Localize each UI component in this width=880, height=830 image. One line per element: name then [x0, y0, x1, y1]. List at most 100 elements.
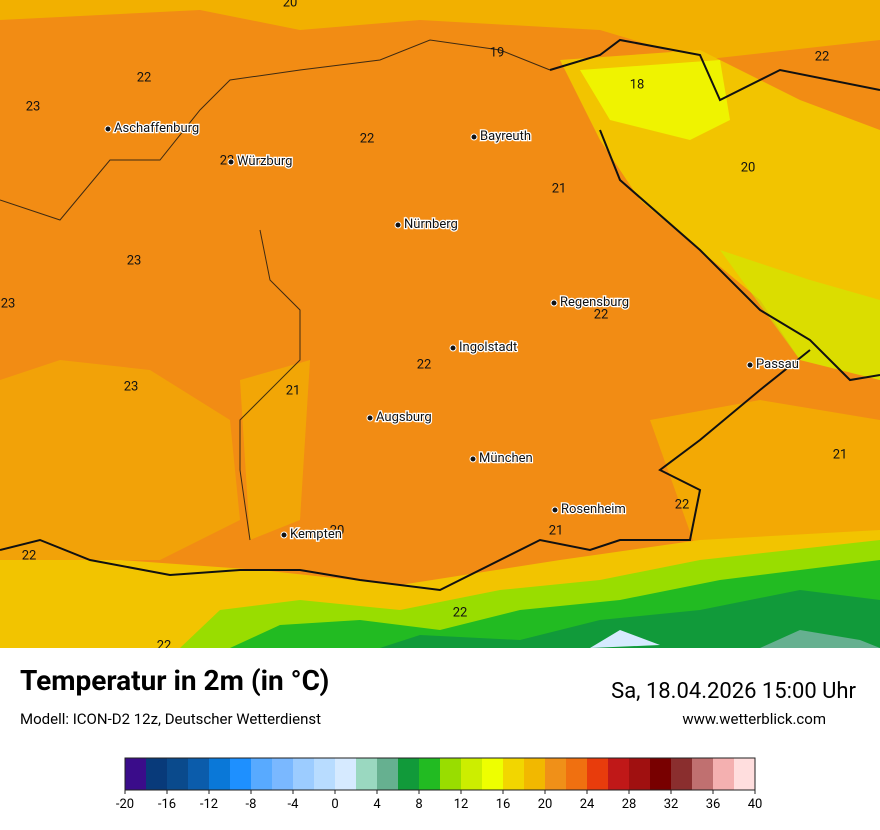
city-label: Kempten: [290, 527, 342, 542]
temperature-label: 18: [630, 77, 645, 92]
city-dot: [366, 414, 374, 422]
colorbar-tick-label: -8: [246, 797, 257, 812]
colorbar-tick-label: 40: [748, 797, 763, 812]
temperature-label: 20: [741, 160, 756, 175]
temperature-label: 20: [330, 523, 345, 538]
city-dot: [104, 125, 112, 133]
colorbar: -20 -16 -12 -8 -4 0 4 8 12 16 20 24 28 32 36 40: [116, 757, 763, 812]
temperature-label: 22: [417, 357, 432, 372]
city-label: Rosenheim: [561, 502, 626, 517]
city-labels: Aschaffenburg Würzburg Bayreuth Nürnberg Reg…: [104, 120, 800, 543]
city-dot: [280, 531, 288, 539]
colorbar-tick-label: 28: [622, 797, 637, 812]
colorbar-bin: [671, 758, 692, 790]
colorbar-tick-label: 0: [331, 797, 338, 812]
colorbar-tick-label: 16: [496, 797, 511, 812]
temperature-label: 21: [286, 383, 301, 398]
colorbar-bin: [650, 758, 671, 790]
city-label: Ingolstadt: [459, 340, 517, 355]
temperature-label: 21: [549, 523, 564, 538]
city-label: München: [479, 451, 533, 466]
temperature-label: 23: [1, 296, 16, 311]
city-dot: [551, 506, 559, 514]
colorbar-bin: [608, 758, 629, 790]
colorbar-tick-label: -20: [116, 797, 134, 812]
colorbar-bin: [272, 758, 293, 790]
colorbar-tick-label: 8: [415, 797, 422, 812]
colorbar-bin: [461, 758, 482, 790]
temperature-label: 22: [137, 70, 152, 85]
city-label: Regensburg: [560, 295, 629, 310]
city-label: Bayreuth: [480, 129, 531, 144]
city-label: Aschaffenburg: [114, 121, 199, 136]
temperature-label: 22: [453, 605, 468, 620]
colorbar-bin: [356, 758, 377, 790]
colorbar-bin: [125, 758, 146, 790]
colorbar-tick-label: 12: [454, 797, 469, 812]
datetime: Sa, 18.04.2026 15:00 Uhr: [611, 679, 856, 704]
colorbar-bin: [587, 758, 608, 790]
temperature-label: 22: [360, 131, 375, 146]
colorbar-bin: [713, 758, 734, 790]
colorbar-bin: [629, 758, 650, 790]
temperature-label: 22: [675, 497, 690, 512]
temperature-label: 20: [283, 0, 298, 10]
colorbar-bin: [377, 758, 398, 790]
footer: [0, 648, 880, 830]
colorbar-bin: [503, 758, 524, 790]
temperature-label: 22: [815, 49, 830, 64]
city-label: Würzburg: [237, 154, 293, 169]
temperature-label: 23: [124, 379, 139, 394]
colorbar-bin: [335, 758, 356, 790]
colorbar-bin: [230, 758, 251, 790]
borders: [0, 38, 880, 592]
city-dot: [449, 344, 457, 352]
city-dot: [227, 158, 235, 166]
colorbar-bin: [167, 758, 188, 790]
city-label: Passau: [756, 357, 799, 372]
colorbar-bin: [734, 758, 755, 790]
colorbar-bin: [524, 758, 545, 790]
temperature-label: 22: [22, 548, 37, 563]
title: Temperatur in 2m (in °C): [20, 664, 329, 697]
colorbar-tick-label: 24: [580, 797, 595, 812]
colorbar-tick-label: 36: [706, 797, 721, 812]
temperature-label: 23: [26, 99, 41, 114]
colorbar-bin: [482, 758, 503, 790]
colorbar-tick-label: -16: [158, 797, 176, 812]
city-dot: [746, 361, 754, 369]
colorbar-bin: [419, 758, 440, 790]
colorbar-tick-label: 32: [664, 797, 679, 812]
temperature-label: 22: [594, 307, 609, 322]
colorbar-bin: [566, 758, 587, 790]
temperature-label: 19: [490, 45, 505, 60]
city-dot: [469, 455, 477, 463]
colorbar-bin: [398, 758, 419, 790]
colorbar-frame: [124, 757, 756, 791]
city-label: Augsburg: [376, 410, 432, 425]
map-background: [0, 0, 880, 648]
city-dot: [470, 133, 478, 141]
colorbar-tick-label: -4: [288, 797, 300, 812]
colorbar-tick-label: 20: [538, 797, 553, 812]
city-dot: [394, 221, 402, 229]
temperature-label: 21: [833, 447, 848, 462]
subtitle: Modell: ICON-D2 12z, Deutscher Wetterdie…: [20, 710, 321, 728]
temperature-label: 23: [127, 253, 142, 268]
colorbar-bin: [209, 758, 230, 790]
colorbar-bin: [251, 758, 272, 790]
colorbar-bin: [146, 758, 167, 790]
website: www.wetterblick.com: [682, 710, 826, 728]
colorbar-bin: [293, 758, 314, 790]
colorbar-bin: [545, 758, 566, 790]
city-label: Nürnberg: [404, 217, 458, 232]
colorbar-bin: [440, 758, 461, 790]
city-dot: [550, 299, 558, 307]
temperature-label: 21: [552, 181, 567, 196]
colorbar-bin: [692, 758, 713, 790]
colorbar-tick-label: 4: [373, 797, 381, 812]
colorbar-tick-label: -12: [200, 797, 218, 812]
colorbar-bin: [314, 758, 335, 790]
colorbar-bin: [188, 758, 209, 790]
